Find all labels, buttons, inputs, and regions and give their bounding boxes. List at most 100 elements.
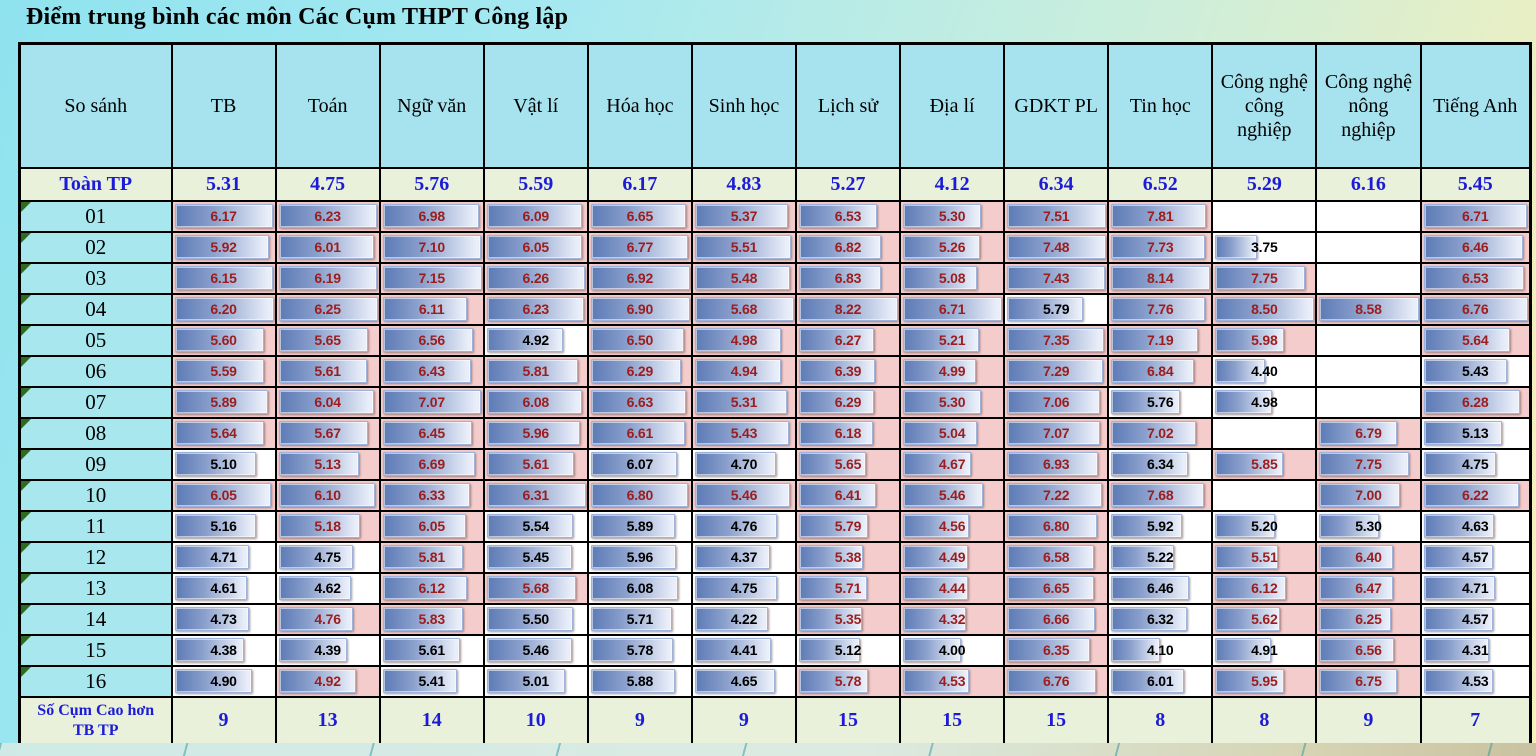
data-bar [174,544,250,569]
score-value: 6.98 [418,208,445,224]
score-cell-empty [1315,323,1422,357]
header-cell-1: TB [170,42,277,169]
city-average-value: 5.45 [1419,166,1532,202]
data-bar [1007,575,1095,600]
score-value: 6.19 [314,270,341,286]
header-cell-6: Sinh học [690,42,797,169]
score-cell: 6.77 [586,230,693,264]
data-bar [798,420,873,445]
score-cell: 4.67 [899,447,1006,481]
score-cell: 5.64 [1419,323,1532,357]
cluster-label: 15 [18,633,173,667]
score-cell: 6.26 [482,261,589,295]
data-bar [1215,544,1279,569]
score-cell: 6.33 [378,478,485,512]
score-value: 6.31 [522,487,550,503]
cluster-label: 02 [18,230,173,264]
score-cell: 6.90 [586,292,693,326]
data-bar [590,203,686,228]
data-bar [278,575,351,600]
data-bar [903,575,968,600]
data-bar [903,451,972,476]
score-cell: 4.22 [690,602,797,636]
score-cell: 6.12 [378,571,485,605]
data-bar [174,668,253,693]
data-bar [798,234,881,259]
data-bar [694,420,790,445]
score-cell: 5.16 [170,509,277,543]
summary-count: 10 [482,695,589,747]
data-bar [694,327,782,352]
data-bar [1111,296,1206,321]
score-cell: 6.18 [794,416,902,450]
score-cell: 6.65 [586,199,693,233]
score-cell-empty [1315,354,1422,388]
data-bar [798,482,876,507]
scores-table: So sánh TB Toán Ngữ văn Vật lí Hóa học Sinh họ… [18,42,1532,747]
data-bar [174,389,269,414]
data-bar [1423,234,1524,259]
score-value: 7.02 [1147,425,1174,441]
score-value: 6.43 [418,363,445,379]
score-cell: 6.45 [378,416,485,450]
score-cell: 6.10 [274,478,381,512]
score-value: 4.53 [1462,673,1489,689]
score-value: 5.96 [522,425,550,441]
score-value: 5.46 [938,487,966,503]
score-value: 6.23 [522,301,550,317]
score-cell: 7.48 [1003,230,1110,264]
score-value: 6.35 [1042,642,1070,658]
data-bar [590,358,681,383]
data-bar [486,575,576,600]
data-bar [1215,234,1258,259]
data-bar [1319,575,1394,600]
score-cell: 6.27 [794,323,902,357]
score-cell: 6.31 [482,478,589,512]
data-bar [1319,296,1419,321]
score-value: 5.76 [1147,394,1174,410]
score-value: 7.10 [418,239,445,255]
score-value: 6.92 [626,270,654,286]
score-value: 5.26 [938,239,966,255]
score-value: 4.39 [314,642,341,658]
score-cell: 5.79 [1003,292,1110,326]
data-bar [1111,575,1190,600]
score-value: 6.79 [1355,425,1382,441]
header-cell-9: GDKT PL [1003,42,1110,169]
score-cell: 5.30 [899,385,1006,419]
score-cell: 4.99 [899,354,1006,388]
data-bar [694,637,772,662]
score-value: 6.46 [1147,580,1174,596]
data-bar [382,513,466,538]
header-cell-5: Hóa học [586,42,693,169]
score-cell-empty [1211,416,1318,450]
data-bar [903,668,969,693]
score-value: 5.68 [522,580,550,596]
header-cell-13: Tiếng Anh [1419,42,1532,169]
data-bar [1319,668,1397,693]
score-value: 7.35 [1042,332,1070,348]
score-cell: 4.70 [690,447,797,481]
score-value: 7.06 [1042,394,1070,410]
data-bar [903,606,966,631]
score-cell: 5.71 [586,602,693,636]
data-bar [1423,358,1507,383]
score-value: 6.53 [834,208,862,224]
summary-count: 14 [378,695,485,747]
score-value: 4.76 [314,611,341,627]
score-cell: 8.22 [794,292,902,326]
score-cell: 5.01 [482,664,589,698]
score-value: 6.69 [418,456,445,472]
score-value: 6.65 [626,208,654,224]
score-value: 6.10 [314,487,341,503]
score-value: 8.22 [834,301,862,317]
score-cell: 6.40 [1315,540,1422,574]
score-value: 4.75 [1462,456,1489,472]
score-value: 7.73 [1147,239,1174,255]
score-value: 6.08 [626,580,654,596]
score-value: 4.00 [938,642,966,658]
score-value: 7.75 [1251,270,1278,286]
data-bar [1423,482,1520,507]
data-bar [903,420,977,445]
city-average-value: 6.34 [1003,166,1110,202]
